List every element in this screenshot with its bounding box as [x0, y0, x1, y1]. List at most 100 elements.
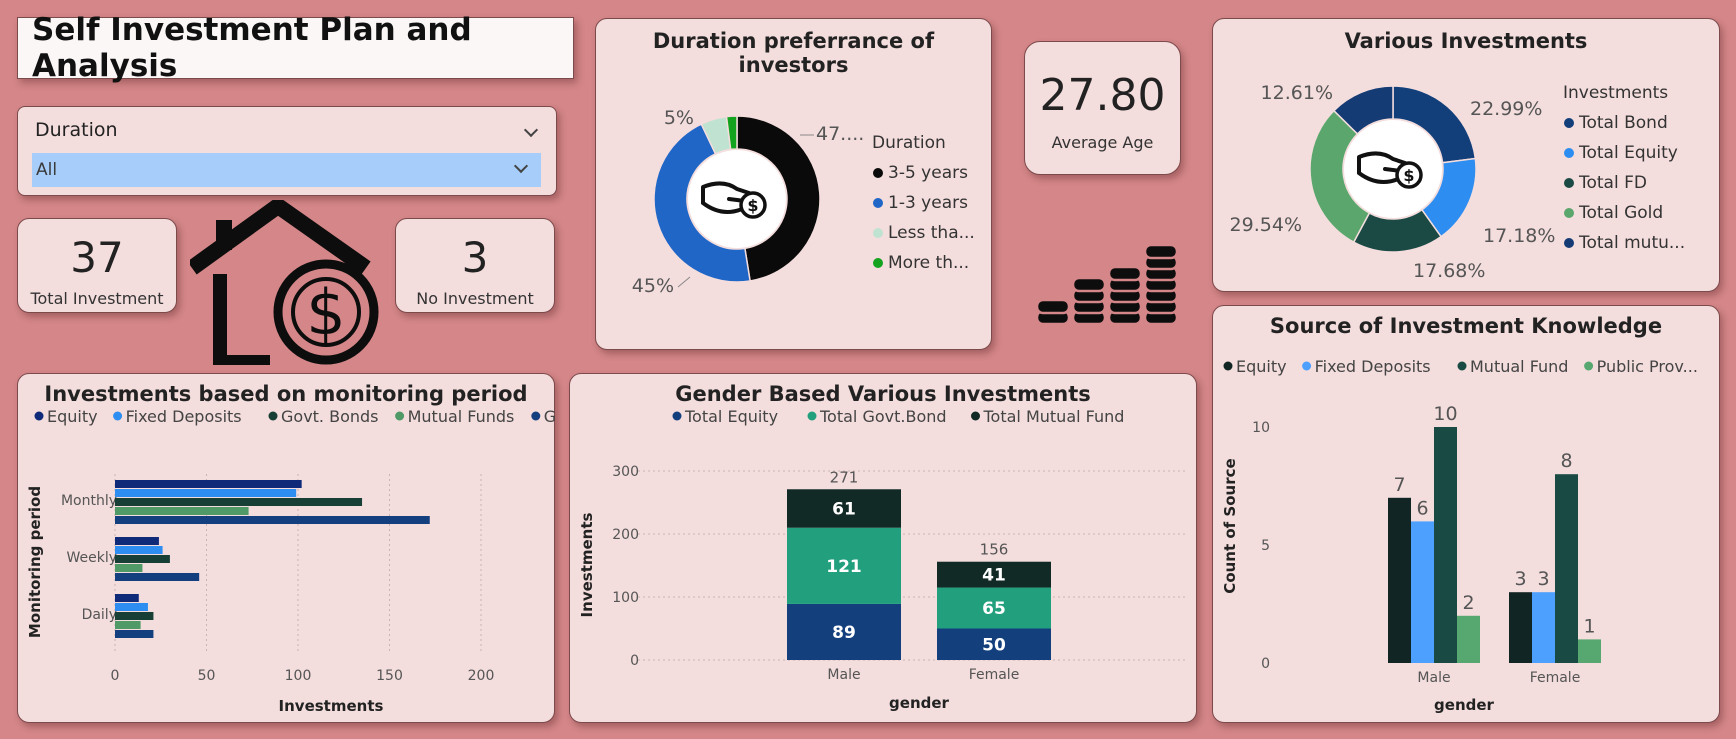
- bar-weekly-gold: [115, 573, 200, 581]
- data-label: 61: [832, 499, 856, 519]
- data-label: 17.68%: [1413, 260, 1485, 282]
- bar-female-total-mutual-fund: [937, 561, 1051, 588]
- legend-item-more-th: More th...: [888, 253, 969, 273]
- x-tick-label: Male: [827, 667, 860, 683]
- coin-shape: [1395, 161, 1423, 189]
- data-label: 3: [1514, 568, 1526, 590]
- slicer-label: Duration: [35, 119, 118, 141]
- data-label: 12.61%: [1261, 82, 1333, 104]
- source-knowledge-card: Source of Investment Knowledge Equity Fix…: [1212, 305, 1720, 723]
- data-label: 50: [982, 635, 1006, 655]
- slice-total-mutu: [1332, 85, 1394, 135]
- house-dollar-icon: $: [190, 200, 379, 365]
- data-label: 29.54%: [1230, 214, 1302, 236]
- legend-item-mutual-funds: Mutual Funds: [408, 407, 515, 426]
- chart-title: Various Investments: [1344, 29, 1588, 53]
- no-investment-value: 3: [461, 233, 489, 282]
- legend-marker: [873, 258, 883, 268]
- various-investments-card: Various Investments $22.99% 17.18% 17.68% 2…: [1212, 18, 1720, 292]
- bar-female-fixed-deposits: [1532, 592, 1555, 663]
- legend-item-fixed-deposits: Fixed Deposits: [126, 407, 242, 426]
- legend-marker: [34, 411, 44, 421]
- dashboard-title-box: Self Investment Plan and Analysis: [17, 12, 574, 84]
- bar-female-public-prov: [1578, 639, 1601, 663]
- slice-3-5-years: [736, 115, 821, 282]
- dollar-sign: $: [747, 196, 758, 215]
- legend-item-1-3-years: 1-3 years: [888, 193, 968, 213]
- legend-marker: [1564, 208, 1574, 218]
- data-label: 89: [832, 623, 856, 643]
- legend-marker: [873, 168, 883, 178]
- legend-item-fixed-deposits: Fixed Deposits: [1315, 357, 1431, 376]
- coin-shape: [739, 191, 767, 219]
- legend-item-total-gold: Total Gold: [1578, 203, 1663, 223]
- data-label: 6: [1416, 497, 1428, 519]
- data-label: 41: [982, 566, 1006, 586]
- x-tick-label: 200: [468, 668, 495, 684]
- bar-daily-fixed-deposits: [115, 603, 148, 611]
- coin-stack-icon: [1035, 245, 1179, 326]
- duration-dropdown[interactable]: All: [32, 153, 541, 187]
- bar-daily-equity: [115, 594, 139, 602]
- legend-marker: [873, 198, 883, 208]
- bar-monthly-govt-bonds: [115, 498, 363, 506]
- bar-female-total-govt-bond: [937, 587, 1051, 629]
- gender-stacked-bar-chart: Total Equity Total Govt.Bond Total Mutual …: [578, 407, 1186, 712]
- bar-male-total-govt-bond: [787, 527, 901, 604]
- dollar-sign: $: [1403, 166, 1414, 185]
- slice-1-3-years: [653, 123, 751, 283]
- legend-item-3-5-years: 3-5 years: [888, 163, 968, 183]
- average-age-card: 27.80 Average Age: [1024, 41, 1181, 175]
- legend-item-equity: Equity: [1236, 357, 1287, 376]
- bar-female-equity: [1509, 592, 1532, 663]
- no-investment-card: 3 No Investment: [395, 218, 555, 313]
- chart-title: Source of Investment Knowledge: [1269, 314, 1663, 338]
- data-label: 7: [1393, 474, 1405, 496]
- data-label: 17.18%: [1483, 225, 1555, 247]
- legend-marker: [1564, 178, 1574, 188]
- bar-male-public-prov: [1457, 615, 1480, 663]
- total-investment-label: Total Investment: [30, 289, 164, 308]
- legend-item-equity: Equity: [47, 407, 98, 426]
- bar-male-total-equity: [787, 603, 901, 660]
- x-tick-label: Female: [1530, 670, 1581, 686]
- legend-item-less-tha: Less tha...: [888, 223, 975, 243]
- x-axis-label: Investments: [279, 697, 384, 715]
- legend-item-gold: Gold: [544, 407, 556, 426]
- monitoring-period-card: Investments based on monitoring period E…: [17, 373, 556, 723]
- duration-donut-card: Duration preferrance of investors $47...…: [595, 18, 992, 350]
- bar-weekly-fixed-deposits: [115, 546, 163, 554]
- leader-line: [677, 276, 691, 288]
- y-tick-label: Daily: [82, 607, 117, 623]
- legend-marker: [1457, 361, 1467, 371]
- legend-item-govt-bonds: Govt. Bonds: [281, 407, 379, 426]
- gender-investments-card: Gender Based Various Investments Total E…: [569, 373, 1197, 723]
- y-axis-label: Monitoring period: [26, 486, 44, 638]
- chevron-down-icon[interactable]: [523, 122, 539, 138]
- page-title: Self Investment Plan and Analysis: [32, 12, 472, 84]
- source-knowledge-bar-chart: Equity Fixed Deposits Mutual Fund Public Pr…: [1221, 357, 1698, 714]
- duration-slicer[interactable]: Duration All: [17, 106, 557, 196]
- legend-item-total-govt-bond: Total Govt.Bond: [819, 407, 947, 426]
- bar-male-total-mutual-fund: [787, 489, 901, 528]
- y-axis-label: Investments: [578, 512, 596, 617]
- legend-item-total-mutu: Total mutu...: [1578, 233, 1685, 253]
- data-label: 65: [982, 599, 1006, 619]
- bar-female-mutual-fund: [1555, 474, 1578, 663]
- y-tick-label: Monthly: [61, 493, 117, 509]
- x-tick-label: 150: [376, 668, 403, 684]
- bar-female-total-equity: [937, 628, 1051, 660]
- y-tick-label: Weekly: [66, 550, 117, 566]
- various-investments-donut-chart: $22.99% 17.18% 17.68% 29.54% 12.61% Investmen…: [1230, 82, 1686, 282]
- chevron-down-icon[interactable]: [513, 158, 529, 174]
- legend-marker: [873, 228, 883, 238]
- x-tick-label: Female: [969, 667, 1020, 683]
- data-label: 47....: [816, 123, 864, 145]
- legend-marker: [971, 411, 980, 421]
- legend-marker: [395, 411, 405, 421]
- y-tick-label: 10: [1252, 420, 1270, 436]
- data-label: 2: [1462, 592, 1474, 614]
- chart-title: Duration preferrance of investors: [652, 29, 935, 77]
- bar-monthly-gold: [115, 516, 430, 524]
- hand-dollar-icon: $: [1357, 151, 1423, 189]
